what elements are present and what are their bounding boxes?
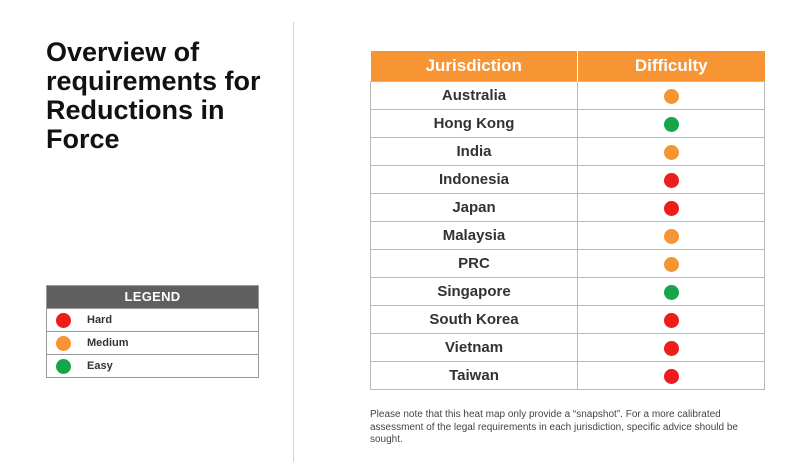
- jurisdiction-cell: Indonesia: [370, 165, 578, 194]
- difficulty-cell: [577, 165, 765, 194]
- jurisdiction-cell: Vietnam: [370, 333, 578, 362]
- difficulty-dot-icon: [663, 256, 679, 272]
- difficulty-cell: [577, 221, 765, 250]
- table-row: PRC: [370, 249, 765, 278]
- header-jurisdiction: Jurisdiction: [370, 51, 578, 82]
- table-row: Hong Kong: [370, 109, 765, 138]
- jurisdiction-cell: India: [370, 137, 578, 166]
- vertical-divider: [293, 22, 294, 462]
- table-row: Vietnam: [370, 333, 765, 362]
- table-row: Indonesia: [370, 165, 765, 194]
- difficulty-dot-icon: [663, 144, 679, 160]
- jurisdiction-cell: Singapore: [370, 277, 578, 306]
- jurisdiction-cell: Hong Kong: [370, 109, 578, 138]
- difficulty-cell: [577, 81, 765, 110]
- jurisdiction-cell: Taiwan: [370, 361, 578, 390]
- difficulty-dot-icon: [663, 312, 679, 328]
- jurisdiction-cell: PRC: [370, 249, 578, 278]
- difficulty-dot-icon: [663, 88, 679, 104]
- difficulty-cell: [577, 333, 765, 362]
- jurisdiction-cell: Malaysia: [370, 221, 578, 250]
- table-row: Australia: [370, 81, 765, 110]
- jurisdiction-table: Jurisdiction Difficulty Australia Hong Ko…: [370, 51, 765, 390]
- jurisdiction-cell: South Korea: [370, 305, 578, 334]
- jurisdiction-cell: Australia: [370, 81, 578, 110]
- status-dot-icon: [56, 358, 71, 374]
- difficulty-cell: [577, 361, 765, 390]
- difficulty-cell: [577, 305, 765, 334]
- difficulty-cell: [577, 249, 765, 278]
- table-row: South Korea: [370, 305, 765, 334]
- legend-item: Hard: [47, 308, 258, 331]
- legend-item-label: Medium: [87, 337, 129, 349]
- table-row: Japan: [370, 193, 765, 222]
- page-title: Overview of requirements for Reductions …: [46, 37, 261, 154]
- difficulty-dot-icon: [663, 228, 679, 244]
- difficulty-cell: [577, 193, 765, 222]
- legend-heading: LEGEND: [47, 286, 258, 308]
- legend: LEGEND Hard Medium Easy: [46, 285, 259, 378]
- difficulty-dot-icon: [663, 200, 679, 216]
- table-row: Malaysia: [370, 221, 765, 250]
- header-difficulty: Difficulty: [577, 51, 765, 82]
- jurisdiction-cell: Japan: [370, 193, 578, 222]
- difficulty-dot-icon: [663, 172, 679, 188]
- difficulty-dot-icon: [663, 368, 679, 384]
- legend-item: Medium: [47, 331, 258, 354]
- table-row: Singapore: [370, 277, 765, 306]
- legend-item-label: Hard: [87, 314, 113, 326]
- legend-item-label: Easy: [87, 360, 113, 372]
- footnote: Please note that this heat map only prov…: [370, 409, 738, 445]
- legend-item: Easy: [47, 354, 258, 377]
- status-dot-icon: [56, 312, 71, 328]
- table-row: Taiwan: [370, 361, 765, 390]
- table-header-row: Jurisdiction Difficulty: [370, 51, 765, 82]
- difficulty-cell: [577, 137, 765, 166]
- difficulty-cell: [577, 277, 765, 306]
- difficulty-cell: [577, 109, 765, 138]
- status-dot-icon: [56, 335, 71, 351]
- difficulty-dot-icon: [663, 284, 679, 300]
- difficulty-dot-icon: [663, 340, 679, 356]
- table-row: India: [370, 137, 765, 166]
- difficulty-dot-icon: [663, 116, 679, 132]
